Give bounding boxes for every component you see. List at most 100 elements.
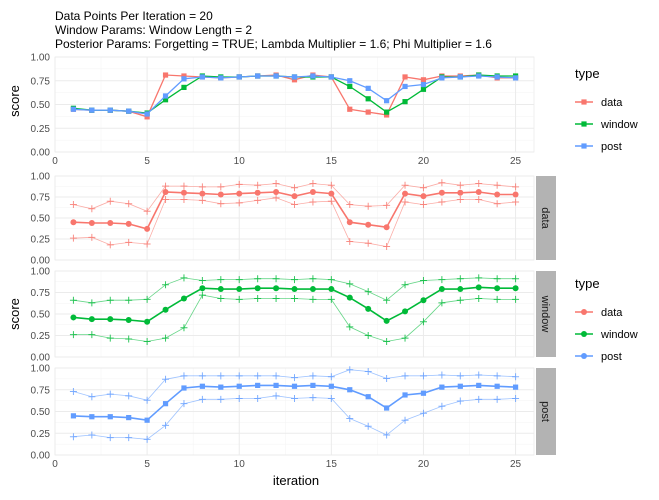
mean-point-window (70, 314, 77, 321)
x-tick-label: 20 (418, 459, 430, 470)
lower-bound-point-data (512, 198, 520, 206)
y-tick-label: 1.00 (31, 53, 51, 64)
mean-point-window (144, 318, 151, 325)
point-post (126, 108, 132, 114)
upper-bound-point-data (69, 201, 77, 209)
mean-point-data (438, 189, 445, 196)
title-line-2: Window Params: Window Length = 2 (55, 23, 252, 37)
point-post (273, 73, 279, 79)
y-tick-label: 1.00 (31, 364, 51, 375)
upper-bound-point-window (254, 275, 262, 283)
upper-bound-point-window (327, 276, 335, 284)
point-post (439, 75, 445, 81)
mean-point-data (70, 219, 77, 226)
x-tick-label: 5 (144, 459, 150, 470)
lower-bound-point-post (125, 434, 133, 442)
upper-bound-point-post (235, 372, 243, 380)
point-post (291, 74, 298, 80)
mean-point-data (254, 189, 261, 196)
lower-bound-point-window (383, 338, 391, 346)
lower-bound-point-post (401, 416, 409, 424)
point-window (181, 84, 187, 90)
point-window (420, 86, 427, 92)
y-tick-label: 0.00 (31, 148, 51, 159)
legend-label-data: data (601, 307, 623, 319)
mean-point-post (420, 390, 427, 396)
mean-point-data (107, 220, 114, 227)
lower-bound-point-post (106, 434, 114, 442)
x-tick-label: 10 (234, 156, 246, 167)
point-data (162, 72, 169, 78)
mean-point-window (420, 297, 427, 304)
mean-point-window (475, 284, 482, 291)
lower-bound-point-window (364, 332, 372, 339)
lower-bound-point-window (401, 334, 409, 342)
y-tick-label: 0.00 (31, 353, 51, 364)
point-post (494, 74, 500, 80)
y-tick-label: 0.25 (31, 124, 51, 135)
mean-point-data (420, 193, 427, 200)
lower-bound-point-window (438, 299, 446, 307)
mean-point-data (162, 188, 169, 195)
y-tick-label: 0.75 (31, 288, 51, 299)
mean-point-post (162, 401, 169, 407)
x-tick-label: 20 (418, 156, 430, 167)
mean-point-data (346, 219, 353, 226)
point-data (291, 77, 298, 83)
mean-point-window (438, 286, 445, 293)
lower-bound-point-data (162, 196, 170, 204)
lower-bound-point-post (143, 435, 151, 443)
mean-point-window (217, 286, 224, 293)
upper-bound-point-data (106, 197, 114, 205)
mean-point-post (328, 383, 334, 389)
legend-key-marker-data (581, 99, 587, 105)
mean-point-window (273, 285, 280, 292)
lower-bound-point-post (383, 431, 391, 439)
mean-point-post (70, 413, 77, 419)
upper-bound-point-window (291, 276, 298, 284)
lower-bound-point-post (419, 409, 427, 417)
upper-bound-point-window (493, 275, 501, 283)
lower-bound-point-data (493, 200, 501, 208)
mean-point-window (107, 316, 114, 323)
lower-bound-point-post (438, 402, 446, 410)
upper-bound-point-post (493, 372, 501, 380)
y-tick-label: 0.50 (31, 100, 51, 111)
title-line-1: Data Points Per Iteration = 20 (55, 9, 213, 23)
upper-bound-point-data (419, 184, 427, 192)
upper-bound-point-post (309, 372, 317, 380)
upper-bound-point-post (364, 367, 372, 375)
x-tick-label: 0 (52, 459, 58, 470)
point-data (420, 77, 427, 83)
lower-bound-point-data (383, 243, 391, 251)
lower-bound-point-window (217, 295, 225, 303)
point-data (384, 112, 390, 118)
facet-panel-window: 0.00 0.25 0.50 0.75 1.00 window (31, 267, 556, 364)
upper-bound-point-data (346, 201, 354, 209)
lower-bound-point-window (327, 295, 335, 303)
point-post (476, 73, 482, 79)
upper-bound-point-data (309, 180, 317, 188)
point-post (255, 73, 261, 79)
upper-bound-point-window (272, 275, 280, 283)
lower-bound-point-data (180, 196, 188, 204)
upper-bound-point-data (88, 205, 96, 213)
lower-bound-point-post (475, 395, 483, 403)
point-data (365, 109, 371, 115)
upper-bound-point-window (180, 274, 188, 282)
upper-bound-point-window (438, 276, 446, 284)
facet-strip-label-post: post (539, 401, 551, 422)
lower-bound-point-data (364, 239, 372, 247)
lower-bound-point-window (180, 324, 188, 332)
legend-top: type data window post (575, 66, 638, 153)
upper-bound-point-post (217, 372, 225, 380)
lower-bound-point-data (401, 198, 409, 206)
mean-point-data (144, 225, 151, 232)
upper-bound-point-window (512, 275, 520, 283)
upper-bound-point-post (254, 372, 262, 380)
lower-bound-point-post (254, 394, 262, 402)
mean-point-post (402, 392, 408, 398)
lower-bound-point-post (198, 395, 206, 403)
point-post (89, 107, 95, 113)
lower-bound-point-data (309, 198, 317, 206)
